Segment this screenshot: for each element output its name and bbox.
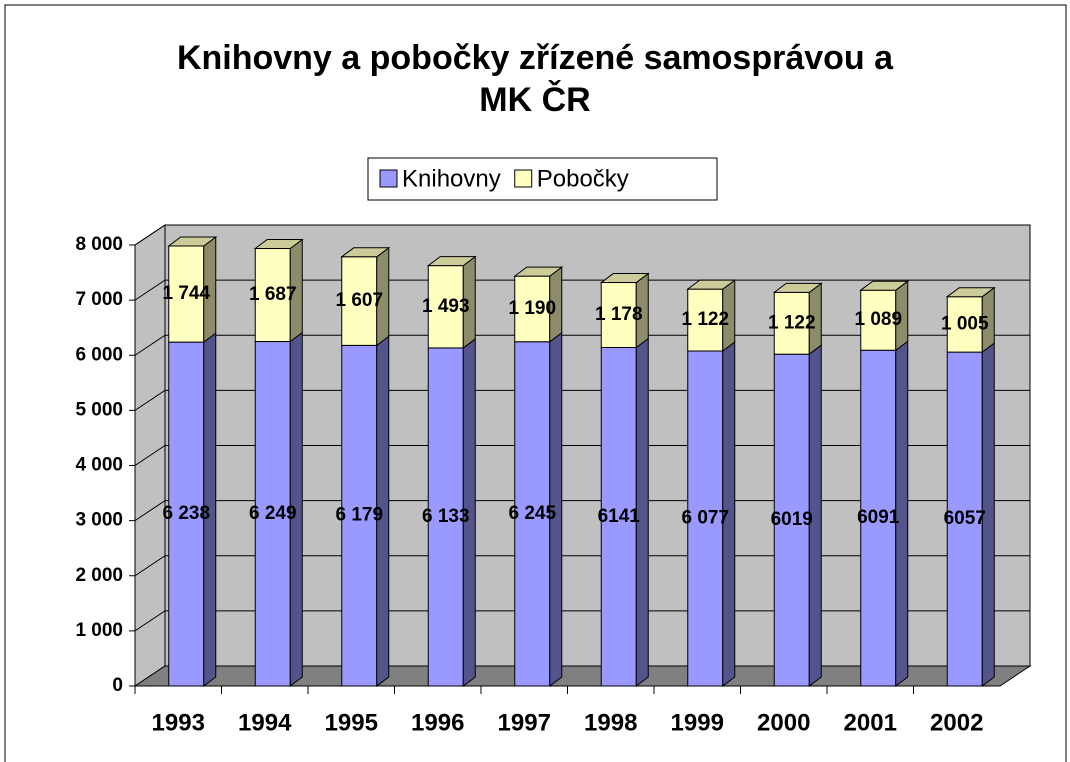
legend-label: Knihovny	[402, 165, 501, 192]
grid-line	[134, 610, 1030, 632]
x-tick-label: 1994	[238, 709, 292, 736]
data-label: 1 607	[335, 290, 383, 311]
y-tick-label: 0	[112, 675, 123, 696]
data-label: 1 178	[595, 304, 643, 325]
x-tick-label: 1996	[411, 709, 464, 736]
bar-segment	[514, 341, 551, 687]
grid-line	[134, 279, 1030, 301]
chart-title: Knihovny a pobočky zřízené samosprávou a	[177, 39, 894, 77]
legend-swatch	[379, 169, 398, 188]
grid-line	[134, 445, 1030, 466]
data-label: 1 089	[854, 309, 902, 330]
bar-segment	[773, 353, 810, 687]
x-tick-label: 1993	[152, 709, 205, 736]
bar-segment	[600, 346, 637, 687]
x-tick-label: 2001	[844, 709, 897, 736]
data-label: 6 179	[335, 505, 383, 526]
chart-border	[4, 4, 1067, 762]
grid-line	[134, 555, 1030, 577]
bar-top	[426, 256, 477, 267]
x-tick-label: 2002	[930, 709, 983, 736]
data-label: 1 744	[162, 283, 210, 304]
x-tick-label: 1999	[671, 709, 724, 736]
grid-line	[134, 224, 1030, 246]
bar-segment	[341, 344, 378, 687]
bar-segment	[341, 256, 378, 346]
bar-top	[859, 280, 910, 291]
bar-top	[253, 239, 304, 250]
y-tick-label: 3 000	[75, 510, 123, 531]
bar-top	[599, 273, 650, 284]
data-label: 1 122	[768, 312, 816, 333]
data-label: 6 238	[162, 503, 210, 524]
legend-label: Pobočky	[537, 165, 629, 192]
legend: Knihovny Pobočky	[367, 157, 718, 201]
bar-top	[167, 236, 218, 247]
data-label: 6057	[944, 508, 986, 529]
y-tick-label: 5 000	[75, 399, 123, 420]
grid-line	[134, 334, 1030, 356]
grid-line	[134, 389, 1030, 411]
bar-segment	[254, 341, 291, 687]
x-tick-label: 2000	[757, 709, 810, 736]
bar-top	[686, 279, 737, 290]
bar-top	[945, 287, 996, 298]
data-label: 1 687	[249, 284, 297, 305]
bar-segment	[773, 291, 810, 355]
data-label: 6 133	[422, 506, 470, 527]
chart-title: MK ČR	[479, 80, 590, 119]
bar-segment	[687, 288, 724, 352]
data-label: 6141	[598, 506, 641, 527]
y-tick-label: 8 000	[75, 234, 123, 255]
bar-top	[772, 282, 823, 293]
data-label: 6091	[857, 507, 900, 528]
legend-swatch	[514, 169, 533, 188]
data-label: 1 190	[508, 298, 556, 319]
y-tick-label: 7 000	[75, 289, 123, 310]
y-tick-label: 6 000	[75, 344, 123, 365]
grid-line	[134, 500, 1030, 522]
bar-segment	[860, 349, 897, 687]
data-label: 1 005	[941, 313, 989, 334]
data-label: 6 249	[249, 503, 297, 524]
x-tick-label: 1995	[325, 709, 378, 736]
bar-segment	[168, 341, 205, 687]
data-label: 1 493	[422, 296, 470, 317]
data-label: 1 122	[681, 309, 729, 330]
legend-box	[367, 157, 718, 201]
data-label: 6019	[771, 509, 813, 530]
bar-segment	[427, 347, 464, 687]
data-label: 6 077	[681, 508, 729, 529]
y-tick-label: 2 000	[75, 565, 123, 586]
y-tick-label: 1 000	[75, 620, 123, 641]
data-label: 6 245	[508, 503, 556, 524]
x-tick-label: 1997	[498, 709, 551, 736]
x-tick-label: 1998	[584, 709, 637, 736]
bar-top	[513, 266, 564, 277]
y-tick-label: 4 000	[75, 455, 123, 476]
bar-top	[340, 247, 391, 258]
